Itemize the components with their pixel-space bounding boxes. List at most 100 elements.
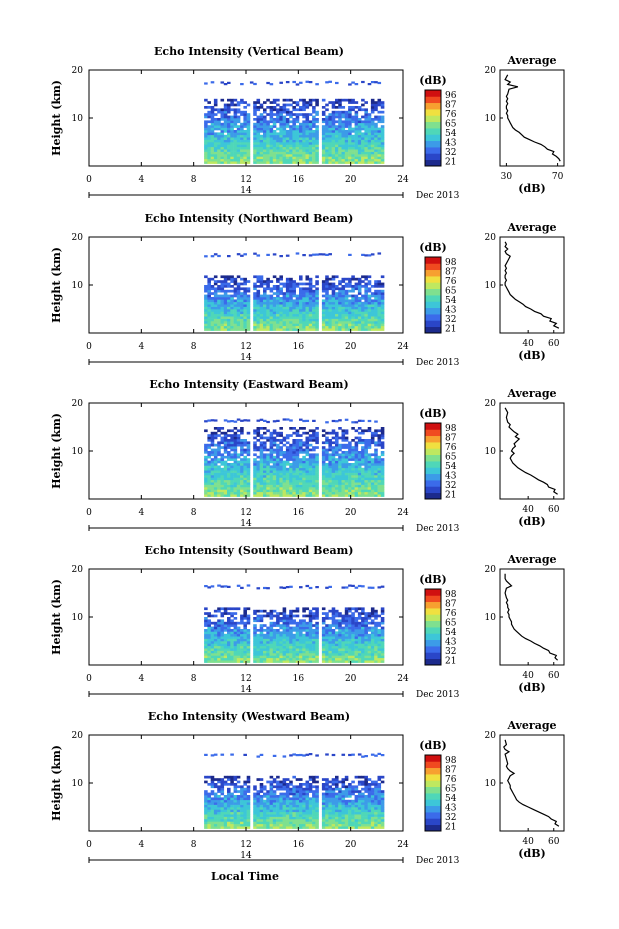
heatmap-cell xyxy=(374,453,378,457)
heatmap-cell xyxy=(246,122,251,126)
heatmap-cell xyxy=(272,657,277,661)
heatmap-cell xyxy=(243,156,247,160)
heatmap-cell xyxy=(344,633,349,637)
heatmap-cell xyxy=(305,470,310,473)
heatmap-cell xyxy=(377,614,382,618)
heatmap-cell xyxy=(351,294,355,298)
heatmap-cell xyxy=(299,475,303,478)
heatmap-cell xyxy=(263,655,267,659)
heatmap-cell xyxy=(204,125,208,128)
heatmap-cell xyxy=(233,453,238,457)
heatmap-cell xyxy=(321,617,326,620)
heatmap-cell xyxy=(289,631,293,635)
heatmap-cell xyxy=(276,294,280,298)
heatmap-cell xyxy=(204,429,208,433)
heatmap-cell xyxy=(204,624,208,627)
heatmap-cell xyxy=(351,127,355,131)
heatmap-cell xyxy=(217,653,221,656)
heatmap-cell xyxy=(377,134,382,138)
heatmap-cell xyxy=(269,434,274,437)
heatmap-cell xyxy=(374,660,378,663)
heatmap-cell xyxy=(213,161,218,164)
heatmap-cell xyxy=(374,158,378,162)
heatmap-cell xyxy=(295,285,300,288)
heatmap-cell xyxy=(377,624,382,627)
heatmap-cell xyxy=(217,470,221,473)
heatmap-cell xyxy=(338,321,342,324)
heatmap-cell xyxy=(269,491,274,495)
heatmap-cell xyxy=(370,655,375,659)
colorbar-tick-label: 32 xyxy=(445,315,456,325)
colorbar-segment xyxy=(425,467,441,475)
heatmap-cell xyxy=(321,657,326,661)
heatmap-cell xyxy=(259,115,264,119)
heatmap-cell xyxy=(321,467,326,471)
heatmap-cell xyxy=(236,325,241,329)
heatmap-cell xyxy=(272,624,277,627)
heatmap-cell xyxy=(367,653,372,656)
heatmap-cell xyxy=(269,657,274,661)
heatmap-cell xyxy=(321,612,326,615)
heatmap-cell xyxy=(354,146,359,150)
heatmap-cell xyxy=(223,467,228,471)
heatmap-cell xyxy=(227,158,231,162)
heatmap-cell xyxy=(344,294,349,298)
heatmap-cell xyxy=(344,626,349,630)
heatmap-cell xyxy=(207,614,211,618)
heatmap-cell xyxy=(259,280,264,283)
heatmap-cell xyxy=(302,115,306,119)
panel-title: Echo Intensity (Northward Beam) xyxy=(145,212,354,225)
heatmap-cell xyxy=(276,142,280,145)
heatmap-cell xyxy=(240,619,244,623)
heatmap-cell xyxy=(243,648,247,651)
heatmap-cell xyxy=(233,325,238,329)
heatmap-cell xyxy=(223,304,228,307)
heatmap-cell xyxy=(220,585,225,588)
heatmap-cell xyxy=(243,139,247,143)
heatmap-cell xyxy=(266,482,270,485)
heatmap-cell xyxy=(263,306,267,310)
heatmap-cell xyxy=(220,149,225,152)
heatmap-cell xyxy=(266,98,270,102)
heatmap-cell xyxy=(279,149,283,152)
heatmap-cell xyxy=(299,313,303,317)
heatmap-cell xyxy=(276,472,280,476)
heatmap-cell xyxy=(341,328,346,331)
heatmap-cell xyxy=(348,277,352,281)
heatmap-cell xyxy=(266,158,270,162)
heatmap-cell xyxy=(276,453,280,457)
heatmap-cell xyxy=(315,125,319,128)
heatmap-cell xyxy=(253,477,257,481)
heatmap-cell xyxy=(308,306,313,310)
heatmap-cell xyxy=(335,619,339,623)
heatmap-cell xyxy=(269,316,274,319)
heatmap-cell xyxy=(344,113,349,116)
heatmap-cell xyxy=(380,463,385,466)
heatmap-cell xyxy=(220,158,225,162)
heatmap-cell xyxy=(370,292,375,295)
heatmap-cell xyxy=(263,156,267,160)
heatmap-cell xyxy=(321,631,326,635)
heatmap-cell xyxy=(243,154,247,157)
heatmap-cell xyxy=(328,487,332,490)
heatmap-cell xyxy=(302,626,306,630)
heatmap-cell xyxy=(292,149,296,152)
heatmap-cell xyxy=(354,282,359,286)
heatmap-cell xyxy=(295,439,300,442)
heatmap-cell xyxy=(321,626,326,630)
heatmap-cell xyxy=(380,311,385,315)
heatmap-cell xyxy=(305,311,310,315)
heatmap-cell xyxy=(302,479,306,483)
heatmap-cell xyxy=(285,633,290,637)
heatmap-cell xyxy=(295,120,300,124)
heatmap-cell xyxy=(220,648,225,651)
heatmap-cell xyxy=(357,477,362,481)
heatmap-cell xyxy=(207,645,211,649)
heatmap-cell xyxy=(331,139,336,143)
heatmap-cell xyxy=(269,113,274,116)
heatmap-cell xyxy=(299,479,303,483)
heatmap-cell xyxy=(338,120,342,124)
heatmap-cell xyxy=(361,146,365,150)
heatmap-cell xyxy=(374,137,378,140)
heatmap-cell xyxy=(305,299,310,303)
